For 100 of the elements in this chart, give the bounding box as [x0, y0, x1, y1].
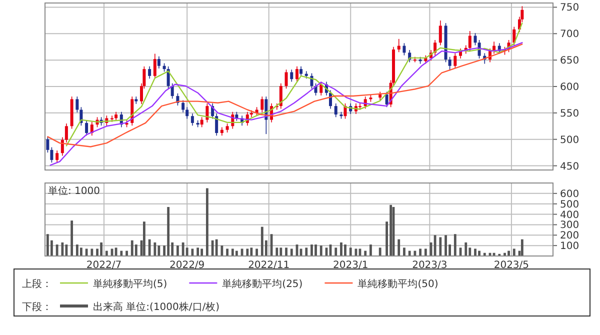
- bar: [478, 250, 480, 256]
- bar: [158, 246, 160, 256]
- bar: [85, 248, 88, 256]
- candlestick: [279, 82, 282, 110]
- bar: [56, 244, 58, 256]
- candlestick: [148, 66, 152, 79]
- bar: [280, 248, 282, 256]
- bar: [474, 248, 476, 256]
- legend-label: 単純移動平均(25): [222, 278, 303, 290]
- legend-label: 単純移動平均(50): [358, 278, 438, 290]
- annotation: 単位: 1000: [48, 185, 100, 197]
- bar: [61, 242, 64, 256]
- candlestick: [64, 123, 68, 143]
- bar: [167, 206, 170, 256]
- candlestick: [397, 38, 400, 53]
- candlestick: [46, 136, 50, 153]
- bar: [290, 248, 293, 256]
- y-tick-label: 400: [560, 210, 580, 221]
- bar: [70, 220, 74, 256]
- bar: [349, 248, 352, 256]
- bar: [454, 234, 456, 256]
- legend-title: 上段：: [22, 278, 52, 290]
- bar: [220, 246, 224, 256]
- bar: [414, 250, 416, 256]
- y-tick-label: 450: [560, 161, 580, 172]
- bar: [256, 248, 258, 256]
- candlestick: [170, 82, 174, 100]
- candlestick: [85, 120, 88, 136]
- bar: [191, 248, 194, 256]
- candlestick: [454, 52, 457, 69]
- bar: [105, 250, 108, 256]
- bar: [176, 246, 179, 256]
- bar: [439, 237, 442, 256]
- y-tick-label: 750: [560, 2, 580, 14]
- candlestick: [157, 56, 160, 69]
- bar: [276, 248, 278, 256]
- candlestick: [295, 66, 298, 82]
- y-tick-label: 100: [560, 241, 580, 252]
- y-tick-label: 550: [560, 108, 580, 120]
- candlestick: [190, 113, 194, 126]
- candlestick: [166, 66, 170, 90]
- y-tick-label: 500: [560, 134, 580, 146]
- bar: [464, 242, 468, 256]
- bar: [310, 244, 313, 256]
- bar: [235, 250, 238, 256]
- bar: [182, 242, 184, 256]
- bar: [260, 226, 264, 256]
- candlestick: [284, 69, 288, 90]
- bar: [408, 250, 411, 256]
- candlestick: [56, 150, 59, 163]
- bar: [226, 248, 228, 256]
- candlestick: [474, 32, 477, 46]
- legend-title: 下段：: [22, 301, 52, 313]
- bar: [320, 246, 322, 256]
- bar: [142, 222, 146, 256]
- bar: [250, 248, 253, 256]
- candlestick: [76, 96, 79, 113]
- line-series: [50, 42, 523, 166]
- candlestick: [200, 116, 204, 128]
- bar: [444, 235, 447, 256]
- x-tick-label: 2023/1: [333, 260, 368, 271]
- y-tick-label: 600: [560, 82, 580, 93]
- bar: [100, 242, 102, 256]
- bar: [130, 240, 134, 256]
- candlestick: [186, 106, 189, 120]
- x-tick-label: 2022/7: [86, 260, 122, 271]
- bar: [378, 248, 382, 256]
- y-tick-label: 700: [560, 29, 580, 40]
- x-tick-label: 2022/11: [248, 260, 290, 271]
- bar: [154, 242, 156, 256]
- candlestick: [320, 81, 323, 96]
- bar: [215, 239, 218, 256]
- bar: [370, 244, 372, 256]
- y-tick-label: 600: [560, 188, 580, 200]
- bar: [196, 248, 199, 256]
- bar: [246, 248, 249, 256]
- bar: [126, 250, 128, 256]
- y-tick-label: 200: [560, 230, 580, 242]
- bar: [305, 248, 308, 256]
- bar: [508, 250, 510, 256]
- bar: [403, 248, 406, 256]
- bar: [90, 248, 94, 256]
- bar: [285, 248, 288, 256]
- candlestick: [215, 113, 218, 136]
- bar: [134, 244, 138, 256]
- candlestick: [290, 69, 294, 82]
- x-tick-label: 2023/5: [494, 260, 530, 271]
- candlestick: [300, 66, 303, 77]
- bar: [419, 248, 422, 256]
- bar: [314, 244, 317, 256]
- x-tick-label: 2023/3: [412, 260, 448, 271]
- bar: [364, 250, 367, 256]
- bar: [120, 250, 123, 256]
- candlestick: [448, 56, 452, 72]
- candlestick: [260, 96, 264, 113]
- bar: [340, 242, 342, 256]
- candlestick: [402, 42, 406, 56]
- legend-label: 出来高 単位:(1000株/口/枚): [93, 301, 220, 313]
- bar: [231, 248, 234, 256]
- candlestick: [50, 146, 54, 163]
